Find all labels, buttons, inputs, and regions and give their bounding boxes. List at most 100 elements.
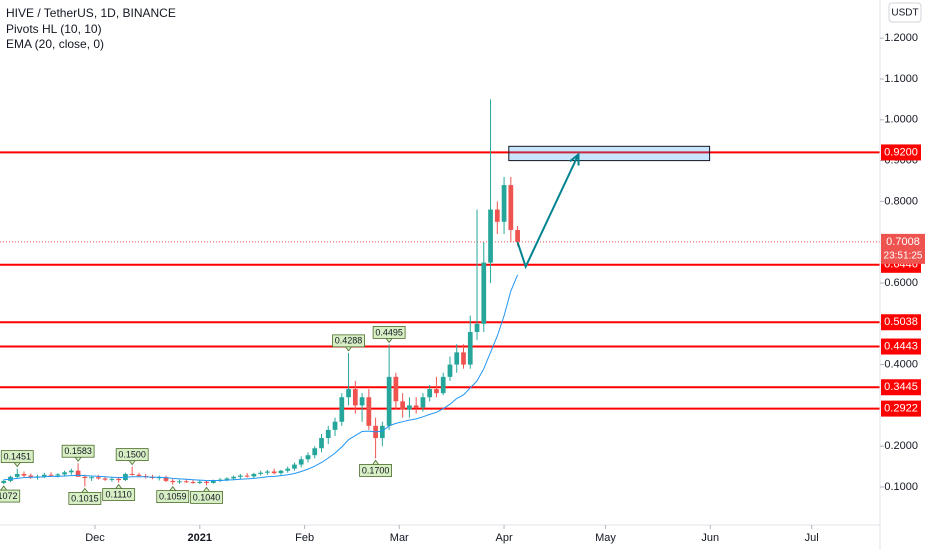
candle-body [116,478,122,481]
pivot-box [332,334,365,348]
candle-body [488,209,493,263]
candle-body [359,397,365,406]
candle-body [312,448,318,456]
pivot-pointer [115,483,122,489]
level-label-box [881,314,921,331]
candle-body [1,480,7,483]
indicator-label: Pivots HL (10, 10) [6,22,102,36]
y-tick-label: 0.8000 [884,195,918,207]
pivot-label: 0.1059 [159,491,187,501]
y-tick-label: 0.6000 [884,277,918,289]
chart-title: HIVE / TetherUS, 1D, BINANCE [6,6,176,20]
pivot-pointer [345,346,352,352]
candle-body [366,397,372,426]
pivot-label: 0.1451 [3,451,31,461]
candle-body [156,477,162,479]
last-price-label: 0.7008 [886,236,920,248]
pivot-label: 0.1110 [106,489,132,499]
candle-body [278,470,284,474]
level-label: 0.4443 [884,340,918,352]
candle-body [68,470,74,473]
candle-body [129,473,135,475]
pivot-box [372,326,406,339]
target-box [508,145,711,162]
candle-body [332,421,338,430]
pivot-pointer [81,487,89,493]
pivot-pointer [128,460,136,466]
x-tick-label: Jul [805,532,819,544]
candle-body [244,475,250,477]
candle-body [183,481,189,483]
candle-body [298,459,304,465]
pivot-pointer [372,459,379,465]
candle-body [481,262,487,324]
candle-body [515,229,520,242]
candle-body [170,480,176,483]
candle-body [75,470,81,477]
candle-body [386,376,392,426]
pivot-pointer [385,338,393,344]
pivot-label: 0.4288 [335,336,363,346]
candle-body [467,331,473,365]
pivot-box [0,450,34,464]
candle-body [238,475,243,477]
pivot-box [156,490,190,504]
x-tick-label: Jun [701,532,719,544]
pivot-pointer [0,485,8,491]
y-tick-label: 1.0000 [884,114,918,126]
candle-body [440,376,446,394]
x-tick-label: Apr [496,532,513,544]
candle-body [427,389,433,398]
level-label: 0.9200 [884,146,918,158]
candle-body [400,401,406,410]
x-tick-label: Feb [295,532,314,544]
candle-body [379,425,385,439]
candle-body [28,475,34,478]
pivot-box [190,490,223,504]
candle-body [420,397,426,408]
axes [0,0,881,550]
candle-body [271,471,277,474]
candle-body [339,397,345,422]
candle-body [265,471,270,473]
candle-body [14,473,20,477]
candle-body [258,472,264,474]
y-tick-label: 1.1000 [884,73,918,85]
x-tick-label: Mar [390,532,409,544]
candle-body [41,474,47,477]
pivot-pointer [13,462,21,468]
projection-arrow [516,154,580,270]
x-tick-label: Dec [85,532,105,544]
level-label-box [881,379,921,396]
candle-body [204,481,209,483]
candle-body [407,405,412,410]
candle-body [62,472,67,475]
y-tick-label: 0.2000 [884,440,918,452]
indicator-label: EMA (20, close, 0) [6,37,104,51]
candle-body [89,477,94,479]
currency-label[interactable]: USDT [891,8,918,19]
y-tick-label: 1.2000 [884,32,918,44]
pivot-box [68,492,102,505]
currency-button[interactable] [888,2,922,23]
pivot-box [115,448,149,462]
level-label-box [881,400,921,417]
candle-body [413,405,419,408]
ema-line [3,274,519,481]
pivot-box [102,488,136,501]
pivot-label: 0.1040 [193,492,221,502]
candle-body [109,478,115,480]
pivot-label: 0.1500 [118,449,146,459]
arrow-head [569,152,580,166]
pivot-box [61,444,95,458]
candle-body [454,352,460,365]
candle-body [461,352,466,365]
y-tick-label: 0.4000 [884,359,918,371]
pivot-label: 0.1015 [71,493,99,503]
candle-body [224,478,230,480]
candle-body [21,473,27,476]
candle-body [325,429,331,439]
